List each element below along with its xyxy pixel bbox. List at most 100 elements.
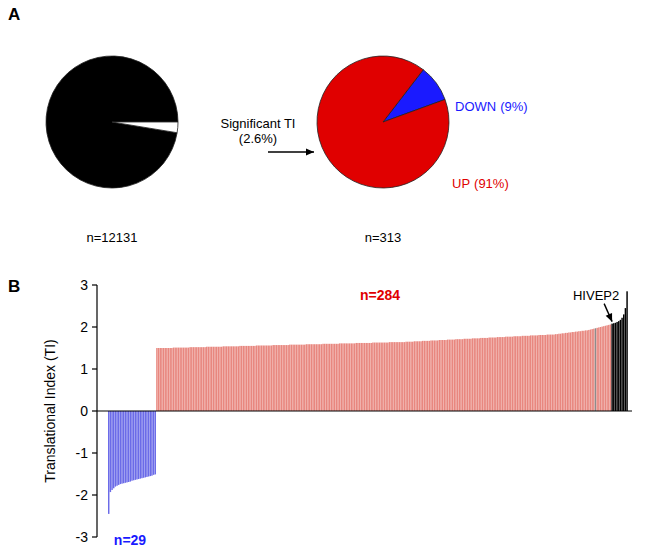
y-tick xyxy=(92,410,97,411)
bar xyxy=(136,411,137,479)
bar xyxy=(135,411,136,480)
bar xyxy=(219,347,220,411)
bar xyxy=(264,345,265,411)
slice-value-label: (9%) xyxy=(500,99,527,114)
bar xyxy=(392,342,393,411)
bar xyxy=(517,336,518,411)
bar xyxy=(179,348,180,411)
bar xyxy=(186,348,187,411)
bar xyxy=(586,330,587,411)
bar xyxy=(123,411,124,483)
bar xyxy=(523,336,524,411)
bar xyxy=(164,348,165,411)
bar xyxy=(218,347,219,411)
bar xyxy=(272,345,273,411)
baseline xyxy=(97,410,632,411)
bar xyxy=(610,324,611,411)
bar xyxy=(133,411,134,480)
bar xyxy=(540,335,541,411)
bar xyxy=(472,338,473,411)
bar xyxy=(377,343,378,411)
y-tick-label: 2 xyxy=(80,319,88,335)
bar xyxy=(552,335,553,411)
bar xyxy=(492,338,493,412)
bar xyxy=(562,333,563,411)
bar xyxy=(429,341,430,411)
bar xyxy=(570,332,571,411)
bar xyxy=(213,347,214,411)
bar xyxy=(226,346,227,411)
slice-value-label: (91%) xyxy=(474,176,509,191)
bar xyxy=(276,345,277,411)
bar xyxy=(236,346,237,411)
bar xyxy=(555,334,556,411)
bar xyxy=(366,343,367,411)
bar xyxy=(520,336,521,411)
bar xyxy=(550,335,551,411)
bar xyxy=(181,348,182,411)
bar xyxy=(420,341,421,411)
bar xyxy=(356,343,357,411)
bar xyxy=(424,341,425,411)
bar xyxy=(422,341,423,411)
slice-category: DOWN xyxy=(455,99,496,114)
bar xyxy=(261,345,262,411)
bar xyxy=(281,345,282,411)
bar xyxy=(385,343,386,411)
bar xyxy=(271,345,272,411)
y-tick xyxy=(92,494,97,495)
bar xyxy=(533,335,534,411)
bar xyxy=(542,335,543,411)
slice-label: UP(91%) xyxy=(452,176,509,191)
bar xyxy=(485,338,486,411)
bar xyxy=(146,411,147,477)
bar xyxy=(161,348,162,411)
bar xyxy=(361,343,362,411)
bar xyxy=(387,343,388,411)
bar xyxy=(131,411,132,481)
bar xyxy=(470,339,471,411)
y-tick xyxy=(92,326,97,327)
bar xyxy=(459,339,460,411)
bar xyxy=(572,332,573,411)
bar xyxy=(224,346,225,411)
bar xyxy=(515,336,516,411)
bar xyxy=(314,344,315,411)
bar xyxy=(434,340,435,411)
bar xyxy=(322,344,323,411)
bar xyxy=(111,411,112,490)
bar xyxy=(623,314,624,411)
bar xyxy=(228,346,229,411)
bar xyxy=(174,348,175,411)
panel-label: B xyxy=(8,277,20,296)
bar xyxy=(399,342,400,411)
bar xyxy=(163,348,164,411)
bar xyxy=(151,411,152,476)
bar xyxy=(475,338,476,411)
bar xyxy=(143,411,144,478)
bar xyxy=(605,326,606,411)
bar xyxy=(332,344,333,411)
bar xyxy=(370,343,371,411)
bar xyxy=(395,342,396,411)
bar xyxy=(246,346,247,411)
bar xyxy=(512,337,513,411)
bar xyxy=(150,411,151,476)
bar xyxy=(191,347,192,411)
bar xyxy=(560,334,561,411)
bar xyxy=(349,343,350,411)
bar xyxy=(269,345,270,411)
bar xyxy=(316,344,317,411)
y-tick-label: 1 xyxy=(80,361,88,377)
bar xyxy=(505,337,506,411)
bar xyxy=(497,337,498,411)
bar xyxy=(291,345,292,411)
bar xyxy=(601,327,602,411)
bar xyxy=(256,345,257,411)
bar xyxy=(301,345,302,411)
bar xyxy=(321,344,322,411)
bar xyxy=(503,337,504,411)
bar xyxy=(568,332,569,411)
bar xyxy=(432,340,433,411)
bar xyxy=(525,336,526,411)
